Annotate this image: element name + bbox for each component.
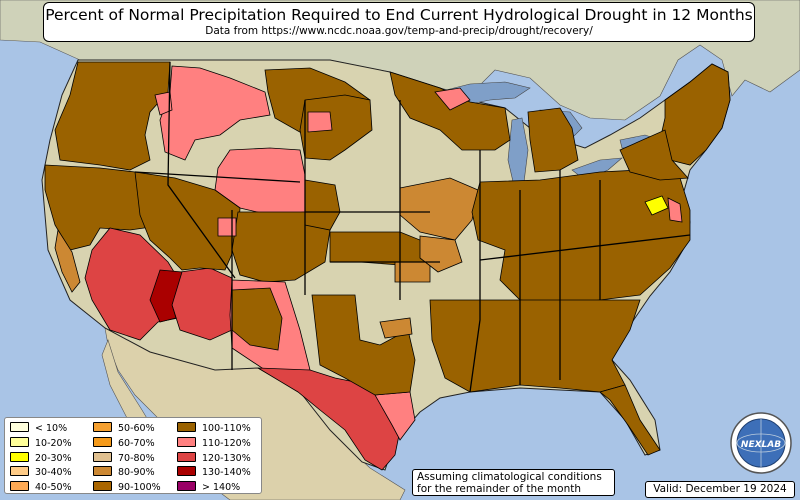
legend-item: 30-40% <box>10 466 72 479</box>
legend-item: < 10% <box>10 422 67 435</box>
legend-label: 80-90% <box>118 467 155 478</box>
nexlab-logo: NEXLAB <box>730 412 792 474</box>
legend-item: 120-130% <box>177 452 251 465</box>
legend-swatch <box>10 422 29 432</box>
region-idaho-montana <box>159 65 271 161</box>
border-line <box>167 61 236 279</box>
legend-label: 10-20% <box>35 438 72 449</box>
legend-label: 90-100% <box>118 482 161 493</box>
note-line: for the remainder of the month <box>417 483 582 495</box>
region-florida <box>599 384 661 456</box>
legend-label: 40-50% <box>35 482 72 493</box>
region-great-basin <box>134 171 241 271</box>
valid-date: Valid: December 19 2024 <box>645 481 795 498</box>
title-box: Percent of Normal Precipitation Required… <box>43 2 755 42</box>
logo-text: NEXLAB <box>741 440 781 450</box>
border-line <box>479 234 691 261</box>
legend-item: 60-70% <box>93 437 155 450</box>
region-oklahoma-orange <box>379 317 413 339</box>
region-sd-pink <box>307 111 333 133</box>
legend-swatch <box>93 452 112 462</box>
region-pacific-nw <box>54 61 171 171</box>
region-oregon-pink <box>154 91 173 116</box>
legend-swatch <box>177 422 196 432</box>
legend-item: 100-110% <box>177 422 251 435</box>
legend-swatch <box>93 422 112 432</box>
region-texas-west <box>257 367 401 471</box>
legend-item: 70-80% <box>93 452 155 465</box>
border-line <box>134 171 301 183</box>
legend-swatch <box>177 437 196 447</box>
legend-swatch <box>10 481 29 491</box>
region-arizona-south <box>171 267 233 341</box>
legend-swatch <box>177 481 196 491</box>
legend-label: 130-140% <box>202 467 251 478</box>
legend-label: 70-80% <box>118 453 155 464</box>
state-borders <box>134 61 691 393</box>
region-new-york <box>619 129 689 181</box>
region-missouri-orange <box>419 235 463 273</box>
legend-item: 40-50% <box>10 481 72 494</box>
legend-label: 120-130% <box>202 453 251 464</box>
legend-label: > 140% <box>202 482 241 493</box>
region-mn-pink <box>434 87 471 111</box>
map-subtitle: Data from https://www.ncdc.noaa.gov/temp… <box>205 25 593 37</box>
legend-item: 50-60% <box>93 422 155 435</box>
legend-swatch <box>93 466 112 476</box>
legend: < 10% 10-20% 20-30% 30-40% 40-50% 50-60%… <box>4 417 262 494</box>
legend-swatch <box>93 481 112 491</box>
legend-label: 50-60% <box>118 423 155 434</box>
legend-item: 90-100% <box>93 481 161 494</box>
map-title: Percent of Normal Precipitation Required… <box>45 6 753 24</box>
legend-label: < 10% <box>35 423 68 434</box>
region-iowa-orange <box>399 177 479 241</box>
legend-item: 130-140% <box>177 466 251 479</box>
legend-item: 20-30% <box>10 452 72 465</box>
region-southeast <box>429 299 641 393</box>
legend-swatch <box>10 452 29 462</box>
note-line: Assuming climatological conditions <box>417 471 602 483</box>
region-ohio-valley <box>471 169 691 306</box>
region-michigan <box>527 107 579 173</box>
legend-item: 110-120% <box>177 437 251 450</box>
region-texas-central <box>311 294 416 396</box>
legend-label: 30-40% <box>35 467 72 478</box>
legend-label: 60-70% <box>118 438 155 449</box>
legend-item: 80-90% <box>93 466 155 479</box>
region-utah-pink <box>217 217 237 237</box>
legend-label: 110-120% <box>202 438 251 449</box>
legend-item: > 140% <box>177 481 240 494</box>
legend-swatch <box>177 466 196 476</box>
assumption-note: Assuming climatological conditions for t… <box>412 469 615 496</box>
region-northern-plains <box>299 94 373 161</box>
legend-swatch <box>10 466 29 476</box>
legend-swatch <box>177 452 196 462</box>
legend-swatch <box>10 437 29 447</box>
region-lower-colorado <box>149 269 183 323</box>
region-delmarva-pink <box>667 197 683 223</box>
legend-swatch <box>93 437 112 447</box>
border-line <box>469 150 481 393</box>
legend-item: 10-20% <box>10 437 72 450</box>
region-delmarva-yellow <box>644 195 669 216</box>
legend-label: 20-30% <box>35 453 72 464</box>
legend-label: 100-110% <box>202 423 251 434</box>
region-central-valley <box>54 228 81 293</box>
